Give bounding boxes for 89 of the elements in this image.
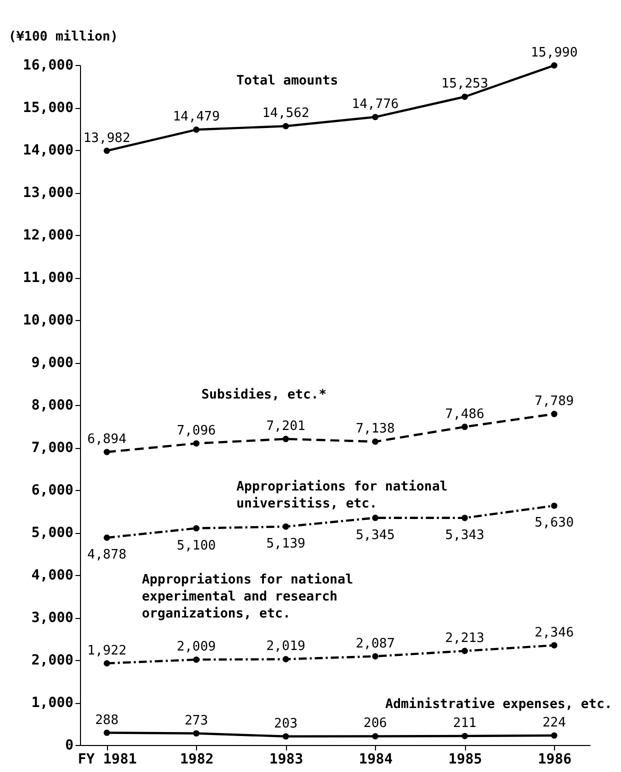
data-label: 15,253 <box>441 76 488 92</box>
data-label: 2,346 <box>534 625 574 640</box>
data-label: 14,479 <box>172 110 220 125</box>
data-label: 14,776 <box>352 97 399 112</box>
data-label: 5,630 <box>534 516 574 531</box>
y-tick-label: 5,000 <box>31 525 74 541</box>
series-label: Administrative expenses, etc. <box>385 697 612 712</box>
point <box>462 94 468 100</box>
point <box>104 534 110 541</box>
y-tick-label: 9,000 <box>31 355 74 371</box>
point <box>462 514 468 522</box>
point <box>104 448 110 456</box>
point <box>551 410 558 418</box>
point <box>104 660 110 666</box>
text: Subsidies, etc.* <box>201 387 327 402</box>
point <box>551 62 558 69</box>
data-label: 7,096 <box>176 423 216 438</box>
data-label: 13,982 <box>83 130 130 146</box>
data-label: 15,990 <box>530 45 578 60</box>
point <box>282 122 289 130</box>
data-label: 2,009 <box>176 640 216 655</box>
data-label: 7,138 <box>356 422 395 437</box>
y-axis-title: (¥100 million) <box>8 30 118 44</box>
y-tick-label: 6,000 <box>31 482 74 498</box>
data-label: 5,100 <box>176 538 216 554</box>
x-tick-label: 1983 <box>269 752 304 768</box>
y-tick-label: 0 <box>65 738 74 754</box>
data-label: 5,343 <box>445 528 484 543</box>
point <box>372 733 378 740</box>
x-tick-label: 1985 <box>448 752 482 768</box>
point <box>551 642 558 648</box>
y-tick-label: 3,000 <box>31 610 74 626</box>
point <box>372 114 378 120</box>
data-label: 206 <box>364 716 388 732</box>
point <box>372 438 378 445</box>
point <box>551 502 558 509</box>
y-tick-label: 13,000 <box>22 185 74 201</box>
point <box>193 525 200 532</box>
data-label: 14,562 <box>262 106 310 122</box>
x-tick-label: 1986 <box>538 752 572 768</box>
point <box>551 732 558 739</box>
series-label: Appropriations for national universitiss, etc. <box>236 479 448 512</box>
data-label: 203 <box>274 716 298 732</box>
point <box>104 730 110 736</box>
y-tick-label: 10,000 <box>22 312 74 328</box>
point <box>282 656 289 662</box>
data-label: 7,486 <box>445 406 484 422</box>
point <box>372 653 378 660</box>
point <box>193 730 200 737</box>
data-label: 224 <box>542 715 566 730</box>
text: Appropriations for national experimental and research organizations, etc. <box>142 572 354 622</box>
point <box>193 440 200 447</box>
y-tick-label: 14,000 <box>22 142 74 158</box>
point <box>372 514 378 521</box>
y-tick-label: 11,000 <box>22 270 74 286</box>
x-tick-label: FY 1981 <box>78 752 137 768</box>
point <box>193 656 200 663</box>
data-label: 211 <box>452 716 476 732</box>
text: Total amounts <box>236 74 338 89</box>
x-tick-label: 1984 <box>358 752 393 768</box>
data-label: 4,878 <box>87 548 126 563</box>
point <box>104 148 110 154</box>
y-tick-label: 2,000 <box>31 652 74 668</box>
data-label: 273 <box>184 713 208 728</box>
y-tick-label: 8,000 <box>31 398 74 414</box>
data-label: 2,019 <box>266 639 306 654</box>
data-label: 288 <box>95 712 119 728</box>
y-tick-label: 15,000 <box>22 100 74 116</box>
data-label: 6,894 <box>87 432 127 448</box>
y-tick-label: 12,000 <box>22 228 74 244</box>
x-tick-label: 1982 <box>180 752 214 768</box>
point <box>193 126 200 133</box>
y-tick-label: 7,000 <box>31 440 74 456</box>
data-label: 5,139 <box>266 536 306 552</box>
point <box>462 648 468 654</box>
y-tick-label: 4,000 <box>31 568 74 584</box>
data-label: 2,087 <box>356 636 395 652</box>
point <box>462 424 468 430</box>
y-tick-label: 16,000 <box>22 58 74 74</box>
data-label: 1,922 <box>87 643 126 658</box>
point <box>282 523 289 530</box>
data-label: 5,345 <box>356 528 395 543</box>
data-label: 7,789 <box>534 394 574 409</box>
data-label: 7,201 <box>266 418 306 434</box>
point <box>282 733 289 740</box>
point <box>282 436 289 442</box>
y-tick-label: 1,000 <box>31 695 74 711</box>
point <box>462 732 468 740</box>
data-label: 2,213 <box>445 630 484 646</box>
